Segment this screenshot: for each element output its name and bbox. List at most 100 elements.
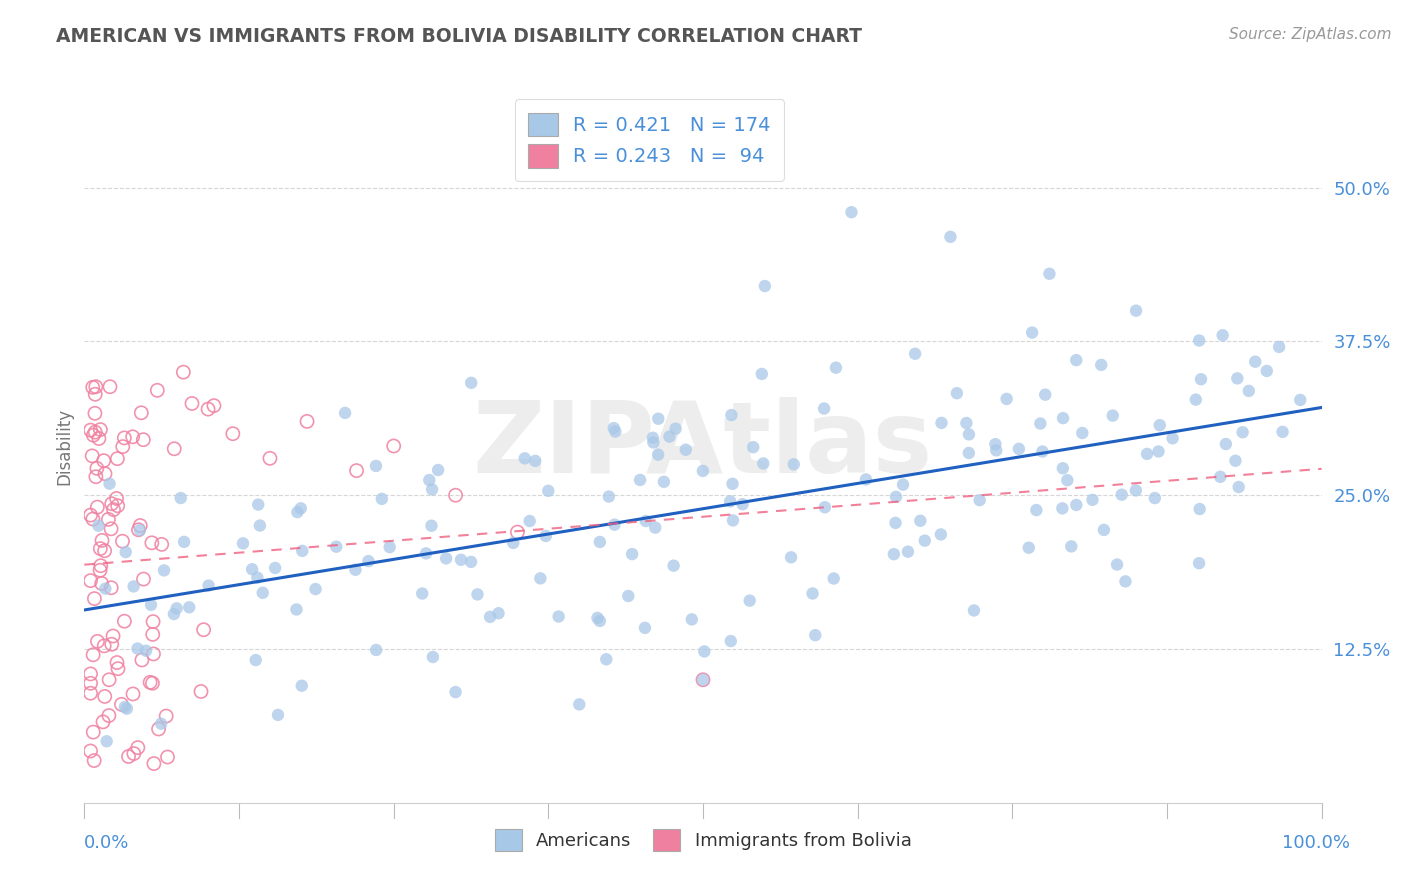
Point [86,500,108,515]
Point [82,380,104,394]
Point [87,518,110,533]
Point [139,675,162,690]
Point [804,628,827,642]
Point [986,443,1008,458]
Point [1105,558,1128,572]
Point [1031,444,1053,458]
Point [721,476,744,491]
Point [82,449,104,463]
Point [957,446,980,460]
Point [415,546,437,560]
Point [252,586,274,600]
Point [79,423,101,437]
Point [814,500,837,515]
Point [100,637,122,651]
Point [1125,483,1147,498]
Point [122,687,145,701]
Point [721,513,744,527]
Point [1184,392,1206,407]
Point [658,429,681,443]
Point [963,603,986,617]
Point [179,600,201,615]
Point [132,433,155,447]
Point [783,458,806,472]
Point [603,421,626,435]
Point [131,406,153,420]
Legend: Americans, Immigrants from Bolivia: Americans, Immigrants from Bolivia [488,822,918,858]
Point [1188,334,1211,348]
Point [692,673,714,687]
Point [738,593,761,607]
Point [841,205,863,219]
Point [112,431,135,445]
Point [94,690,117,704]
Point [1149,418,1171,433]
Point [1052,501,1074,516]
Point [83,591,105,606]
Point [84,469,107,483]
Point [534,529,557,543]
Point [114,545,136,559]
Point [132,572,155,586]
Point [751,367,773,381]
Point [83,754,105,768]
Point [93,639,115,653]
Point [79,574,101,588]
Point [148,722,170,736]
Point [82,648,104,662]
Point [644,520,666,534]
Point [291,544,314,558]
Point [1225,454,1247,468]
Text: 100.0%: 100.0% [1282,834,1350,852]
Point [884,490,907,504]
Point [1081,492,1104,507]
Point [984,437,1007,451]
Point [202,399,225,413]
Point [420,518,443,533]
Point [825,360,848,375]
Point [142,756,165,771]
Point [1244,355,1267,369]
Point [422,650,444,665]
Point [1209,470,1232,484]
Point [1215,437,1237,451]
Point [662,558,685,573]
Point [675,442,697,457]
Point [142,647,165,661]
Point [914,533,936,548]
Point [1018,541,1040,555]
Point [1188,556,1211,570]
Point [1029,417,1052,431]
Point [84,380,107,394]
Point [197,402,219,417]
Point [1021,326,1043,340]
Point [357,554,380,568]
Point [246,571,269,585]
Point [641,431,664,445]
Point [634,621,657,635]
Point [98,476,121,491]
Point [910,514,932,528]
Point [127,740,149,755]
Point [141,536,163,550]
Point [742,440,765,454]
Point [488,606,510,620]
Point [87,432,110,446]
Point [652,475,675,489]
Point [801,586,824,600]
Point [1052,411,1074,425]
Point [1025,503,1047,517]
Point [249,518,271,533]
Text: Source: ZipAtlas.com: Source: ZipAtlas.com [1229,27,1392,42]
Text: 0.0%: 0.0% [84,834,129,852]
Point [84,425,107,439]
Point [411,586,433,600]
Point [780,550,803,565]
Point [1143,491,1166,505]
Point [665,422,688,436]
Point [444,488,467,502]
Point [955,416,977,430]
Point [110,698,132,712]
Point [752,457,775,471]
Point [460,376,482,390]
